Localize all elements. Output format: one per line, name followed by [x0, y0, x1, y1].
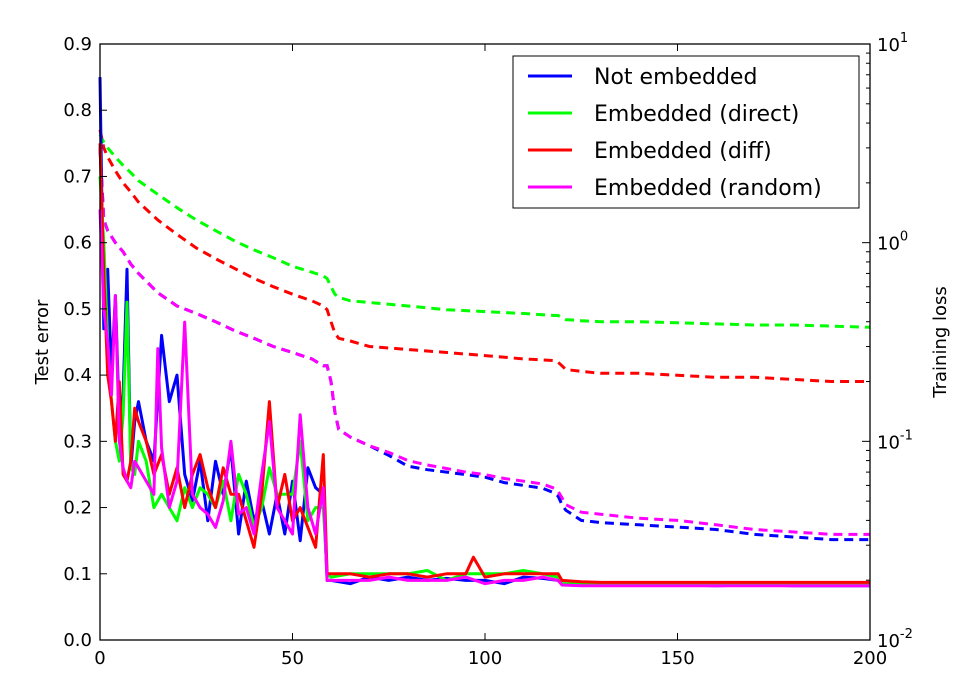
x-tick-label: 50	[281, 648, 304, 669]
y-tick-label: 0.6	[63, 233, 92, 254]
y-tick-label: 0.5	[63, 299, 92, 320]
y-tick-label: 0.0	[63, 630, 92, 651]
legend-label: Not embedded	[594, 65, 757, 90]
x-tick-label: 150	[660, 648, 694, 669]
training-loss-line-embedded-diff	[98, 129, 870, 383]
legend-label: Embedded (diff)	[594, 139, 772, 164]
y2-tick-label: 100	[877, 230, 908, 255]
x-tick-label: 0	[94, 648, 105, 669]
legend: Not embedded Embedded (direct) Embedded (d…	[512, 55, 860, 209]
axis-ticks: 0 50 100 150 200 0.0 0.1 0.2 0.3 0.4 0.5 0.6 0.7 0.8 0…	[63, 31, 913, 669]
test-error-line-embedded-random	[98, 209, 870, 588]
y-tick-label: 0.9	[63, 34, 92, 55]
legend-label: Embedded (direct)	[594, 102, 799, 127]
y-tick-label: 0.1	[63, 564, 92, 585]
y-tick-label: 0.3	[63, 431, 92, 452]
y2-tick-label: 101	[877, 31, 908, 56]
legend-frame	[512, 55, 860, 209]
y2-tick-label: 10-1	[877, 428, 913, 453]
training-loss-line-embedded-random	[98, 147, 870, 536]
y2-axis-label: Training loss	[930, 286, 951, 399]
y-tick-label: 0.8	[63, 100, 92, 121]
x-tick-label: 200	[853, 648, 887, 669]
series-lines	[98, 77, 871, 588]
y2-tick-label: 10-2	[877, 627, 913, 652]
x-tick-label: 100	[468, 648, 502, 669]
y-tick-label: 0.4	[63, 365, 92, 386]
test-error-line-embedded-diff	[98, 143, 870, 584]
y-tick-label: 0.2	[63, 498, 92, 519]
legend-label: Embedded (random)	[594, 176, 822, 201]
test-error-line-embedded-direct	[98, 176, 870, 586]
y-tick-label: 0.7	[63, 166, 92, 187]
y-axis-label: Test error	[32, 299, 53, 385]
